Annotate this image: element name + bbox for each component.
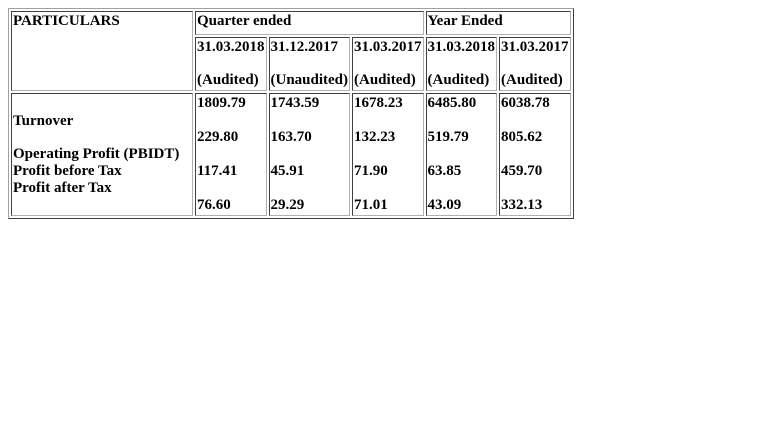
data-row: Turnover Operating Profit (PBIDT) Profit… xyxy=(11,93,571,216)
year-ended-header: Year Ended xyxy=(425,11,571,35)
column-header: 31.03.2017 (Audited) xyxy=(499,37,571,91)
value-profit-before-tax: 45.91 xyxy=(270,163,305,179)
row-label-profit-after-tax: Profit after Tax xyxy=(13,180,112,196)
column-header-row: 31.03.2018 (Audited) 31.12.2017 (Unaudit… xyxy=(11,37,571,91)
quarter-ended-header: Quarter ended xyxy=(195,11,424,35)
value-profit-before-tax: 117.41 xyxy=(197,163,238,179)
value-operating-profit: 519.79 xyxy=(427,129,469,145)
column-header: 31.03.2017 (Audited) xyxy=(352,37,424,91)
column-date: 31.03.2018 xyxy=(427,39,496,55)
column-status: (Audited) xyxy=(501,72,563,88)
value-turnover: 1743.59 xyxy=(270,95,320,111)
group-header-row: PARTICULARS Quarter ended Year Ended xyxy=(11,11,571,91)
financial-results-table: PARTICULARS Quarter ended Year Ended 31.… xyxy=(8,8,574,219)
value-profit-before-tax: 63.85 xyxy=(427,163,462,179)
value-profit-after-tax: 43.09 xyxy=(427,197,462,213)
value-profit-after-tax: 71.01 xyxy=(354,197,388,213)
row-label-profit-before-tax: Profit before Tax xyxy=(13,163,122,179)
value-turnover: 1809.79 xyxy=(197,95,246,111)
row-labels-cell: Turnover Operating Profit (PBIDT) Profit… xyxy=(11,93,193,216)
value-turnover: 6038.78 xyxy=(501,95,550,111)
values-cell: 1678.23 132.23 71.90 71.01 xyxy=(352,93,424,216)
value-operating-profit: 805.62 xyxy=(501,129,543,145)
value-profit-before-tax: 71.90 xyxy=(354,163,388,179)
column-status: (Audited) xyxy=(427,72,490,88)
column-date: 31.03.2017 xyxy=(501,39,569,55)
column-date: 31.12.2017 xyxy=(270,39,339,55)
column-header: 31.03.2018 (Audited) xyxy=(195,37,267,91)
column-header: 31.03.2018 (Audited) xyxy=(425,37,498,91)
values-cell: 6485.80 519.79 63.85 43.09 xyxy=(425,93,498,216)
column-status: (Audited) xyxy=(197,72,259,88)
row-label-turnover: Turnover xyxy=(13,113,74,129)
particulars-header: PARTICULARS xyxy=(11,11,193,91)
value-turnover: 1678.23 xyxy=(354,95,403,111)
row-label-operating-profit: Operating Profit (PBIDT) xyxy=(13,146,180,162)
value-operating-profit: 163.70 xyxy=(270,129,312,145)
column-status: (Unaudited) xyxy=(270,72,349,88)
values-cell: 1743.59 163.70 45.91 29.29 xyxy=(268,93,351,216)
values-cell: 6038.78 805.62 459.70 332.13 xyxy=(499,93,571,216)
value-operating-profit: 132.23 xyxy=(354,129,396,145)
column-status: (Audited) xyxy=(354,72,416,88)
column-date: 31.03.2017 xyxy=(354,39,422,55)
column-header: 31.12.2017 (Unaudited) xyxy=(268,37,351,91)
value-profit-after-tax: 76.60 xyxy=(197,197,231,213)
column-date: 31.03.2018 xyxy=(197,39,265,55)
value-profit-before-tax: 459.70 xyxy=(501,163,543,179)
value-profit-after-tax: 29.29 xyxy=(270,197,305,213)
value-turnover: 6485.80 xyxy=(427,95,477,111)
values-cell: 1809.79 229.80 117.41 76.60 xyxy=(195,93,267,216)
value-profit-after-tax: 332.13 xyxy=(501,197,543,213)
value-operating-profit: 229.80 xyxy=(197,129,239,145)
